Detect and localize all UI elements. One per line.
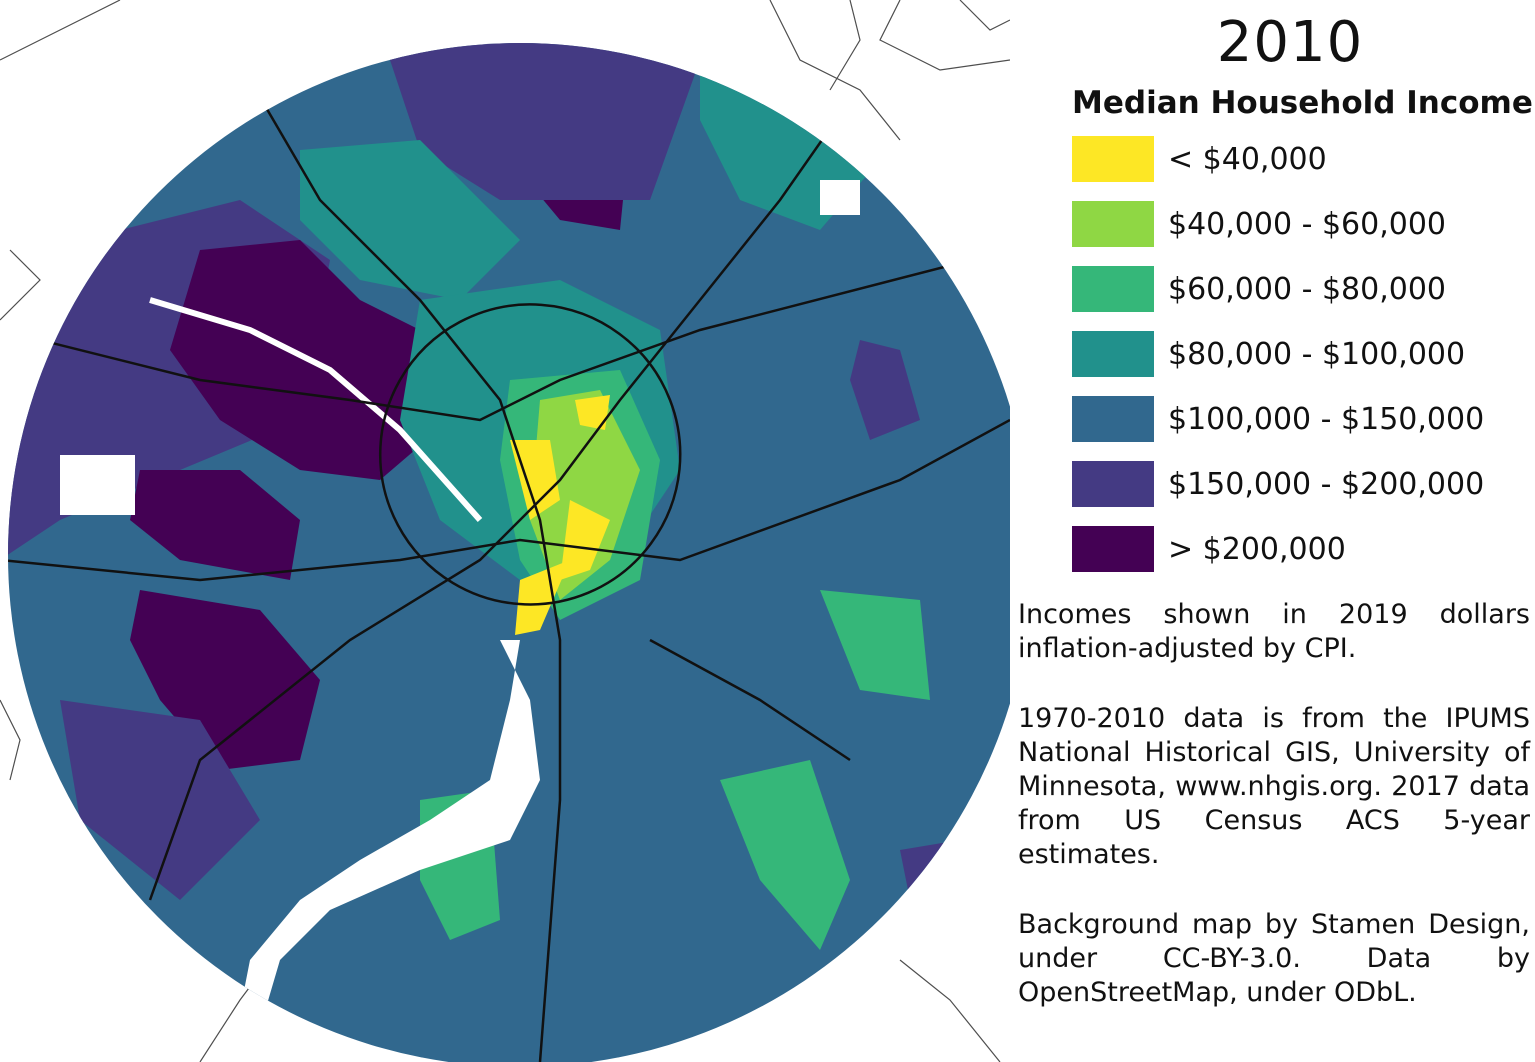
legend-swatch (1072, 201, 1154, 247)
region-60-80k-southeast (720, 760, 850, 950)
legend-item-150-200k: $150,000 - $200,000 (1072, 461, 1484, 507)
note-data-source: 1970-2010 data is from the IPUMS Nationa… (1018, 703, 1530, 870)
legend-swatch (1072, 461, 1154, 507)
region-under-40k-northeast (575, 395, 610, 430)
legend-swatch (1072, 331, 1154, 377)
region-60-80k-east (820, 590, 930, 700)
region-150-200k-east (850, 340, 920, 440)
highway-network (8, 79, 1010, 1062)
legend-swatch (1072, 266, 1154, 312)
region-150-200k-north (380, 43, 700, 200)
income-map (0, 0, 1010, 1062)
legend-item-80-100k: $80,000 - $100,000 (1072, 331, 1465, 377)
legend-item-40-60k: $40,000 - $60,000 (1072, 201, 1446, 247)
region-150-200k-southeast (900, 840, 960, 900)
background-roads (0, 0, 1010, 1062)
legend-label: $150,000 - $200,000 (1168, 466, 1485, 502)
legend-heading: Median Household Income (1072, 85, 1533, 121)
legend-label: $100,000 - $150,000 (1168, 401, 1485, 437)
legend-label: > $200,000 (1168, 531, 1346, 567)
legend-swatch (1072, 396, 1154, 442)
region-under-40k-south (515, 560, 570, 635)
legend-label: $40,000 - $60,000 (1168, 206, 1447, 242)
potomac-river (230, 640, 540, 1062)
legend-label: $60,000 - $80,000 (1168, 271, 1447, 307)
river-northwest (149, 297, 483, 522)
legend-item-100-150k: $100,000 - $150,000 (1072, 396, 1484, 442)
note-inflation: Incomes shown in 2019 dollars inflation-… (1018, 599, 1530, 664)
region-80-100k-north (300, 140, 520, 300)
region-under-40k-east (560, 500, 610, 580)
region-under-40k-center (510, 440, 560, 520)
legend-item-60-80k: $60,000 - $80,000 (1072, 266, 1446, 312)
region-over-200k-southwest (130, 590, 320, 770)
legend-swatch (1072, 136, 1154, 182)
region-40-60k-center (530, 390, 640, 600)
region-over-200k-west (130, 470, 300, 580)
legend-label: < $40,000 (1168, 141, 1327, 177)
map-gap-west (60, 455, 135, 515)
notes: Incomes shown in 2019 dollars inflation-… (1018, 598, 1530, 1046)
region-150-200k-southwest (60, 700, 260, 900)
legend-item-over-200k: > $200,000 (1072, 526, 1346, 572)
legend-swatch (1072, 526, 1154, 572)
legend-label: $80,000 - $100,000 (1168, 336, 1466, 372)
note-background-credit: Background map by Stamen Design, under C… (1018, 909, 1530, 1008)
legend-item-under-40k: < $40,000 (1072, 136, 1327, 182)
map-gap-northeast (820, 180, 860, 215)
map-title: 2010 (1216, 10, 1364, 75)
